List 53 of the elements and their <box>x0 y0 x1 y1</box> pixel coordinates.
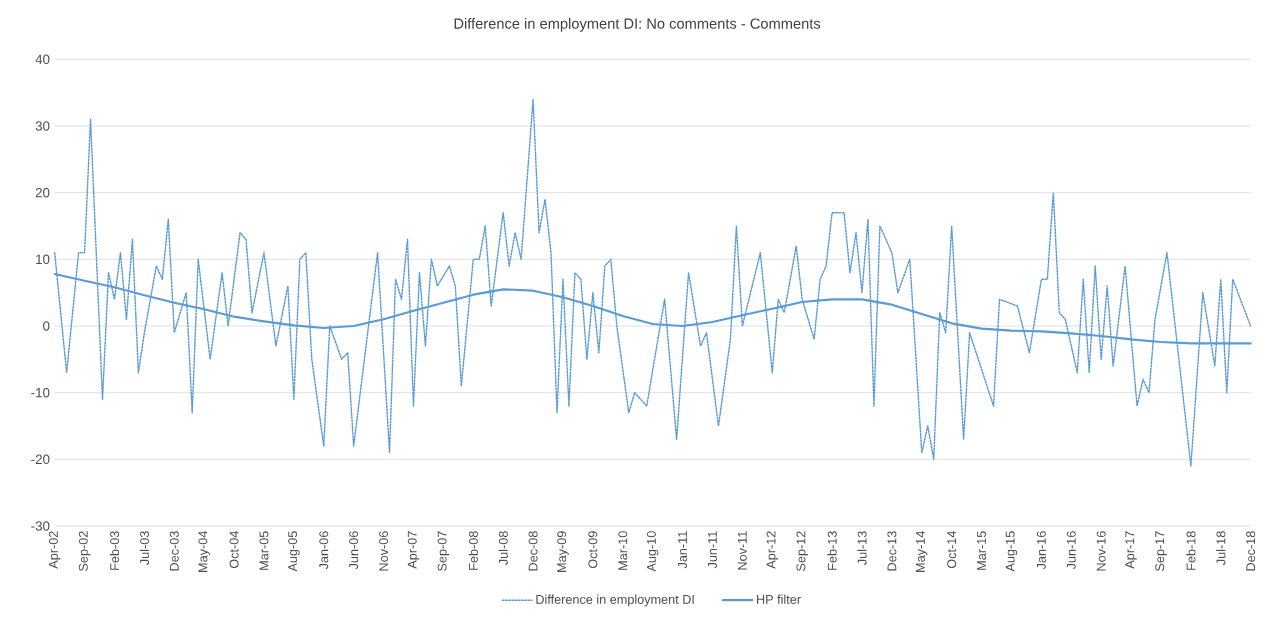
x-tick-label: Jul-08 <box>498 531 508 566</box>
x-tick-label: Aug-15 <box>1005 531 1018 572</box>
y-tick-label: -10 <box>31 387 50 398</box>
x-tick-label: Apr-17 <box>1125 531 1137 569</box>
x-tick-label: Jul-18 <box>1216 531 1226 566</box>
x-tick-label: May-14 <box>916 531 928 572</box>
x-tick-label: Jun-11 <box>708 531 717 569</box>
legend-label: Difference in employment DI <box>536 594 694 607</box>
x-tick-label: Jan-06 <box>319 531 329 570</box>
x-tick-label: Feb-13 <box>827 531 837 570</box>
x-tick-label: Nov-06 <box>379 531 389 571</box>
x-tick-label: Apr-12 <box>766 531 779 569</box>
y-tick-label: -20 <box>31 454 50 465</box>
x-tick-label: Sep-07 <box>437 531 450 571</box>
x-tick-label: Sep-17 <box>1155 531 1167 571</box>
x-tick-label: Mar-15 <box>977 531 986 570</box>
x-tick-label: Oct-14 <box>947 531 957 569</box>
y-tick-label: -30 <box>31 521 50 531</box>
x-tick-label: Feb-03 <box>109 531 120 570</box>
line-series <box>53 98 1252 467</box>
x-tick-label: Dec-08 <box>528 531 538 571</box>
x-tick-label: Apr-07 <box>407 531 420 569</box>
x-tick-label: Oct-09 <box>588 531 598 569</box>
x-tick-label: Dec-03 <box>169 531 179 571</box>
x-tick-label: Feb-18 <box>1186 531 1196 570</box>
x-tick-label: Jul-03 <box>139 531 150 566</box>
x-tick-label: Mar-10 <box>618 531 628 570</box>
x-tick-label: Nov-11 <box>737 531 747 570</box>
x-tick-label: Jul-13 <box>857 531 867 566</box>
x-tick-label: Oct-04 <box>229 531 239 569</box>
legend-label: HP filter <box>757 594 801 604</box>
x-tick-label: Aug-05 <box>288 531 300 572</box>
x-tick-label: May-09 <box>557 531 569 572</box>
x-tick-label: Jan-16 <box>1036 531 1046 570</box>
x-tick-label: Apr-02 <box>48 531 61 569</box>
y-tick-label: 0 <box>43 321 50 331</box>
x-tick-label: Jan-11 <box>678 531 687 569</box>
x-tick-label: Dec-18 <box>1246 531 1256 571</box>
x-tick-label: Sep-02 <box>78 531 91 571</box>
y-tick-label: 30 <box>35 121 50 131</box>
y-tick-label: 10 <box>36 254 50 265</box>
x-tick-label: May-04 <box>198 531 210 572</box>
x-tick-label: Feb-08 <box>468 531 478 570</box>
x-tick-label: Aug-10 <box>646 531 659 572</box>
chart-title: Difference in employment DI: No comments - Comments <box>454 18 821 32</box>
x-tick-label: Jun-06 <box>349 531 359 570</box>
y-tick-label: 20 <box>35 187 50 198</box>
x-tick-label: Nov-16 <box>1096 531 1106 571</box>
y-tick-label: 40 <box>35 54 50 65</box>
x-tick-label: Mar-05 <box>259 531 269 570</box>
x-tick-label: Sep-12 <box>796 531 808 571</box>
x-tick-label: Jun-16 <box>1066 531 1076 570</box>
x-tick-label: Dec-13 <box>887 531 897 571</box>
